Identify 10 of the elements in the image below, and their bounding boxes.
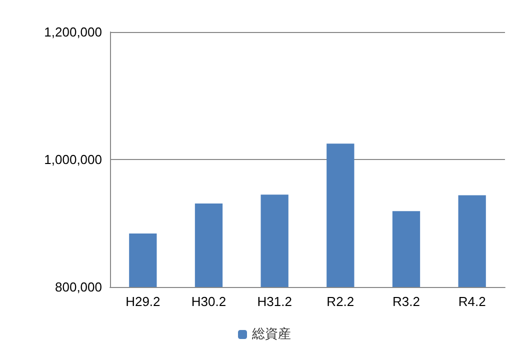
x-tick-label: R4.2 [458, 294, 486, 309]
x-tick-label: H31.2 [257, 294, 292, 309]
y-tick-label: 800,000 [55, 280, 102, 294]
y-tick-label: 1,200,000 [44, 24, 102, 40]
y-tick-label: 1,000,000 [44, 152, 102, 167]
x-tick-label: H30.2 [191, 294, 226, 309]
x-tick-label: R3.2 [392, 294, 420, 309]
x-tick-label: R2.2 [326, 294, 354, 309]
x-tick-label: H29.2 [126, 294, 160, 309]
legend-label: 総資産 [251, 326, 291, 342]
